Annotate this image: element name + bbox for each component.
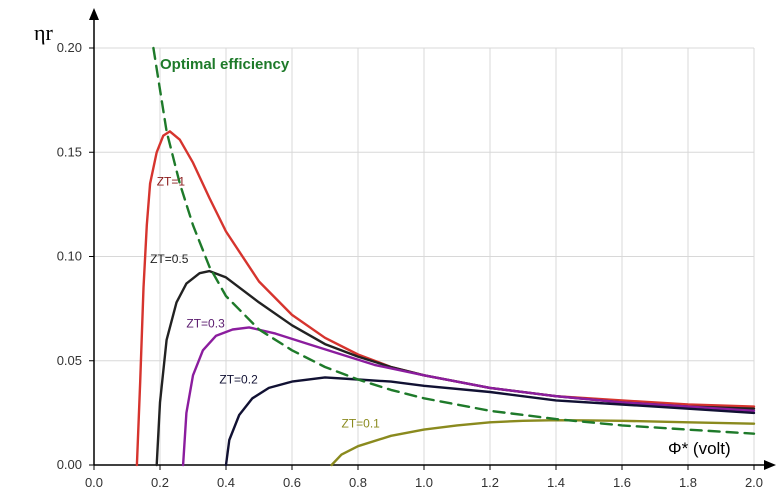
series-layer <box>135 46 756 467</box>
x-tick-label: 1.4 <box>547 475 565 490</box>
x-tick-label: 1.0 <box>415 475 433 490</box>
annotation-label: ZT=1 <box>157 175 186 189</box>
x-tick-label: 1.6 <box>613 475 631 490</box>
y-tick-label: 0.20 <box>57 40 82 55</box>
grid <box>94 47 755 465</box>
x-axis-title: Φ* (volt) <box>668 439 731 458</box>
annotation-layer: Optimal efficiency ZT=1 ZT=0.5 ZT=0.3 ZT=0.2… <box>150 56 380 431</box>
series-line-optimal-efficiency <box>152 46 756 435</box>
annotation-label: Optimal efficiency <box>160 56 290 73</box>
annotation-label: ZT=0.1 <box>342 416 381 430</box>
x-tick-label: 0.8 <box>349 475 367 490</box>
x-tick-label: 1.8 <box>679 475 697 490</box>
x-tick-label: 0.2 <box>151 475 169 490</box>
x-tick-label: 2.0 <box>745 475 763 490</box>
annotation-label: ZT=0.3 <box>186 316 225 330</box>
ticks: 0.0 0.2 0.4 0.6 0.8 1.0 1.2 1.4 1.6 1.8 2.0 0.00 0.0… <box>57 40 763 490</box>
annotation-label: ZT=0.2 <box>219 373 258 387</box>
annotation-label: ZT=0.5 <box>150 252 189 266</box>
series-line-zt-0-3 <box>181 326 756 467</box>
x-axis-arrow <box>764 460 776 470</box>
x-tick-label: 0.0 <box>85 475 103 490</box>
series-line-zt-0-1 <box>330 419 756 467</box>
series-line-zt-0-5 <box>155 269 756 467</box>
x-tick-label: 0.6 <box>283 475 301 490</box>
y-tick-label: 0.15 <box>57 144 82 159</box>
series-line-zt-1 <box>135 130 756 467</box>
x-tick-label: 1.2 <box>481 475 499 490</box>
y-tick-label: 0.00 <box>57 457 82 472</box>
y-axis-arrow <box>89 8 99 20</box>
y-tick-label: 0.10 <box>57 249 82 264</box>
axes <box>89 8 776 470</box>
x-tick-label: 0.4 <box>217 475 235 490</box>
y-axis-title: ηr <box>34 20 54 45</box>
y-tick-label: 0.05 <box>57 353 82 368</box>
